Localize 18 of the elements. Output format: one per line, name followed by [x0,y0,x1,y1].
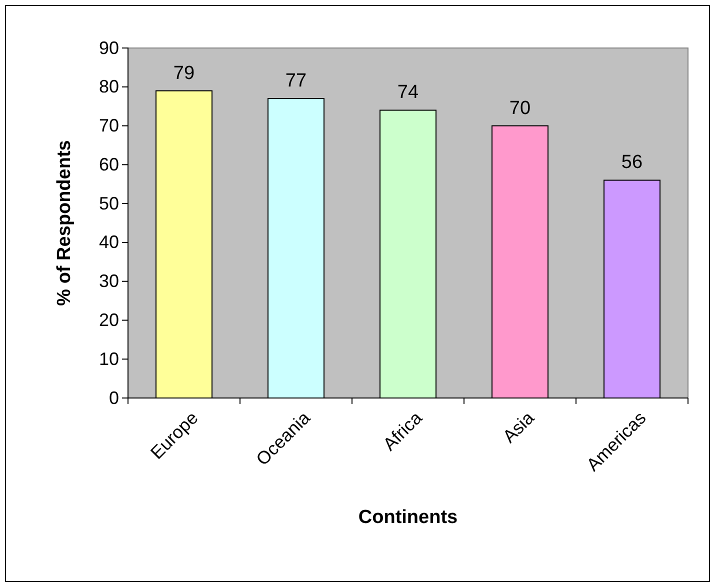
x-tick-label: Asia [498,407,539,447]
y-tick-label: 30 [98,271,119,292]
data-label: 79 [173,62,195,84]
y-tick-label: 40 [98,232,119,252]
data-label: 70 [509,98,531,119]
data-label: 56 [621,152,643,174]
y-tick-label: 80 [98,76,119,97]
data-label: 77 [285,70,307,92]
y-tick-label: 20 [98,310,119,330]
y-tick-label: 10 [98,348,119,369]
y-tick-label: 0 [108,388,119,408]
y-tick-label: 90 [98,38,119,58]
x-axis-title: Continents [358,507,458,528]
y-axis-title: % of Respondents [54,140,75,306]
data-label: 74 [397,82,419,104]
y-tick-label: 50 [98,193,119,214]
y-tick-label: 60 [98,154,119,174]
y-tick-label: 70 [98,116,119,136]
